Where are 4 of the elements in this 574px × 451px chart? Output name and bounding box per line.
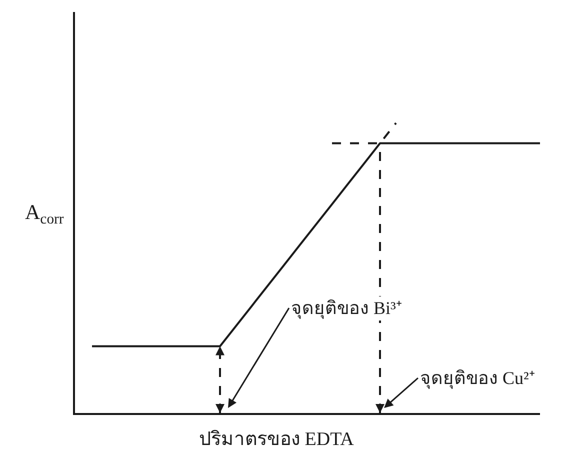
annotation: จุดยุติของ Bi³⁺: [291, 298, 402, 319]
y-axis-title: A$_{corr}$: [25, 200, 64, 228]
annotation: จุดยุติของ Cu²⁺: [420, 368, 535, 389]
x-axis-title: ปริมาตรของ EDTA: [199, 429, 354, 450]
